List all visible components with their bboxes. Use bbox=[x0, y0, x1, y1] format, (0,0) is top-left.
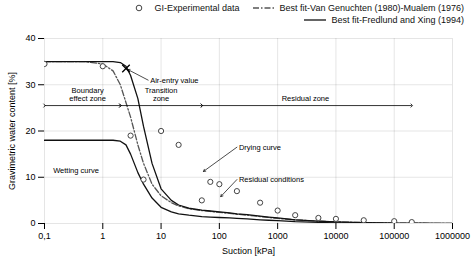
svg-text:20: 20 bbox=[25, 126, 35, 136]
svg-text:Transitionzone: Transitionzone bbox=[145, 86, 178, 103]
html-text:GI-Experimental data: GI-Experimental data bbox=[154, 3, 240, 13]
svg-text:10: 10 bbox=[25, 172, 35, 182]
svg-text:Residual conditions: Residual conditions bbox=[239, 175, 304, 184]
svg-text:0: 0 bbox=[30, 218, 35, 228]
svg-text:1: 1 bbox=[100, 231, 105, 241]
svg-text:Gravimetric water content [%]: Gravimetric water content [%] bbox=[7, 72, 17, 190]
svg-text:Boundaryeffect zone: Boundaryeffect zone bbox=[69, 86, 106, 103]
svg-text:Wetting curve: Wetting curve bbox=[53, 166, 99, 175]
svg-text:10: 10 bbox=[156, 231, 166, 241]
svg-text:Suction [kPa]: Suction [kPa] bbox=[222, 246, 275, 256]
svg-text:Residual zone: Residual zone bbox=[282, 94, 330, 103]
svg-text:100: 100 bbox=[212, 231, 227, 241]
svg-text:40: 40 bbox=[25, 33, 35, 43]
svg-text:100000: 100000 bbox=[379, 231, 409, 241]
svg-text:1000: 1000 bbox=[268, 231, 288, 241]
svg-text:30: 30 bbox=[25, 80, 35, 90]
svg-text:Air-entry value: Air-entry value bbox=[150, 76, 198, 85]
svg-text:1000000: 1000000 bbox=[435, 231, 470, 241]
svg-text:10000: 10000 bbox=[323, 231, 348, 241]
svg-text:0,1: 0,1 bbox=[38, 231, 51, 241]
html-text:Best fit-Van Genuchten (1980)-: Best fit-Van Genuchten (1980)-Mualem (19… bbox=[279, 3, 464, 13]
html-text:Best fit-Fredlund and Xing (19: Best fit-Fredlund and Xing (1994) bbox=[331, 15, 464, 25]
svg-text:Drying curve: Drying curve bbox=[239, 143, 281, 152]
